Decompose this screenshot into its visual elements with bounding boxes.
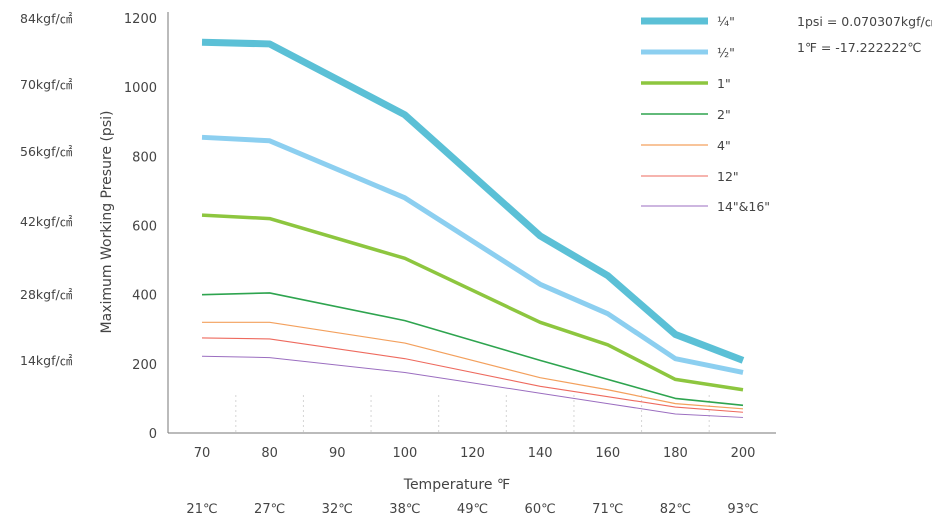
x-celsius-label: 27℃ [254, 502, 285, 517]
legend: ¼" ½" 1" 2" 4" 12" 14"&16" [641, 14, 770, 214]
x-celsius-label: 93℃ [727, 502, 758, 517]
legend-label: 1" [717, 76, 731, 91]
series-line [201, 213, 744, 392]
x-tick-label: 200 [731, 446, 756, 461]
y-tick-label: 400 [132, 289, 157, 304]
legend-label: 12" [717, 169, 739, 184]
x-celsius-labels: 21℃ 27℃ 32℃ 38℃ 49℃ 60℃ 71℃ 82℃ 93℃ [186, 502, 758, 517]
x-tick-label: 100 [392, 446, 417, 461]
y-tick-labels: 0 200 400 600 800 1000 1200 [124, 12, 157, 442]
legend-label: 14"&16" [717, 199, 770, 214]
y-kgf-label: 28kgf/㎠ [20, 287, 73, 302]
y-kgf-labels: 14kgf/㎠ 28kgf/㎠ 42kgf/㎠ 56kgf/㎠ 70kgf/㎠ 84kgf… [20, 11, 73, 368]
y-kgf-label: 14kgf/㎠ [20, 353, 73, 368]
y-kgf-label: 56kgf/㎠ [20, 144, 73, 159]
x-tick-label: 140 [528, 446, 553, 461]
series-line [201, 134, 744, 375]
y-tick-label: 200 [132, 358, 157, 373]
y-tick-label: 0 [149, 427, 157, 442]
x-tick-labels: 70 80 90 100 120 140 160 180 200 [194, 446, 756, 461]
series-lines [201, 38, 745, 418]
x-tick-label: 70 [194, 446, 211, 461]
legend-label: 2" [717, 107, 731, 122]
y-kgf-label: 42kgf/㎠ [20, 214, 73, 229]
x-celsius-label: 71℃ [592, 502, 623, 517]
x-tick-label: 80 [261, 446, 278, 461]
x-tick-label: 180 [663, 446, 688, 461]
legend-label: ½" [717, 45, 735, 60]
series-line [202, 321, 744, 410]
x-celsius-label: 60℃ [525, 502, 556, 517]
x-celsius-label: 32℃ [322, 502, 353, 517]
y-tick-label: 800 [132, 150, 157, 165]
temperature-conversion-note: 1℉ = -17.222222℃ [797, 40, 921, 55]
y-axis-title: Maximum Working Presure (psi) [99, 111, 115, 334]
y-kgf-label: 70kgf/㎠ [20, 77, 73, 92]
x-celsius-label: 49℃ [457, 502, 488, 517]
y-kgf-label: 84kgf/㎠ [20, 11, 73, 26]
y-tick-label: 1200 [124, 12, 157, 27]
x-tick-label: 90 [329, 446, 346, 461]
series-line [201, 337, 744, 413]
psi-conversion-note: 1psi = 0.070307kgf/㎠ [797, 14, 932, 29]
x-axis-title: Temperature ℉ [403, 477, 510, 493]
x-celsius-label: 82℃ [660, 502, 691, 517]
series-line [201, 38, 745, 364]
y-tick-label: 1000 [124, 81, 157, 96]
x-celsius-label: 38℃ [389, 502, 420, 517]
grid-lines [235, 395, 710, 433]
y-tick-label: 600 [132, 220, 157, 235]
legend-label: 4" [717, 138, 731, 153]
series-line [201, 292, 744, 407]
x-tick-label: 160 [595, 446, 620, 461]
x-celsius-label: 21℃ [186, 502, 217, 517]
legend-label: ¼" [717, 14, 735, 29]
series-line [201, 355, 744, 418]
x-tick-label: 120 [460, 446, 485, 461]
